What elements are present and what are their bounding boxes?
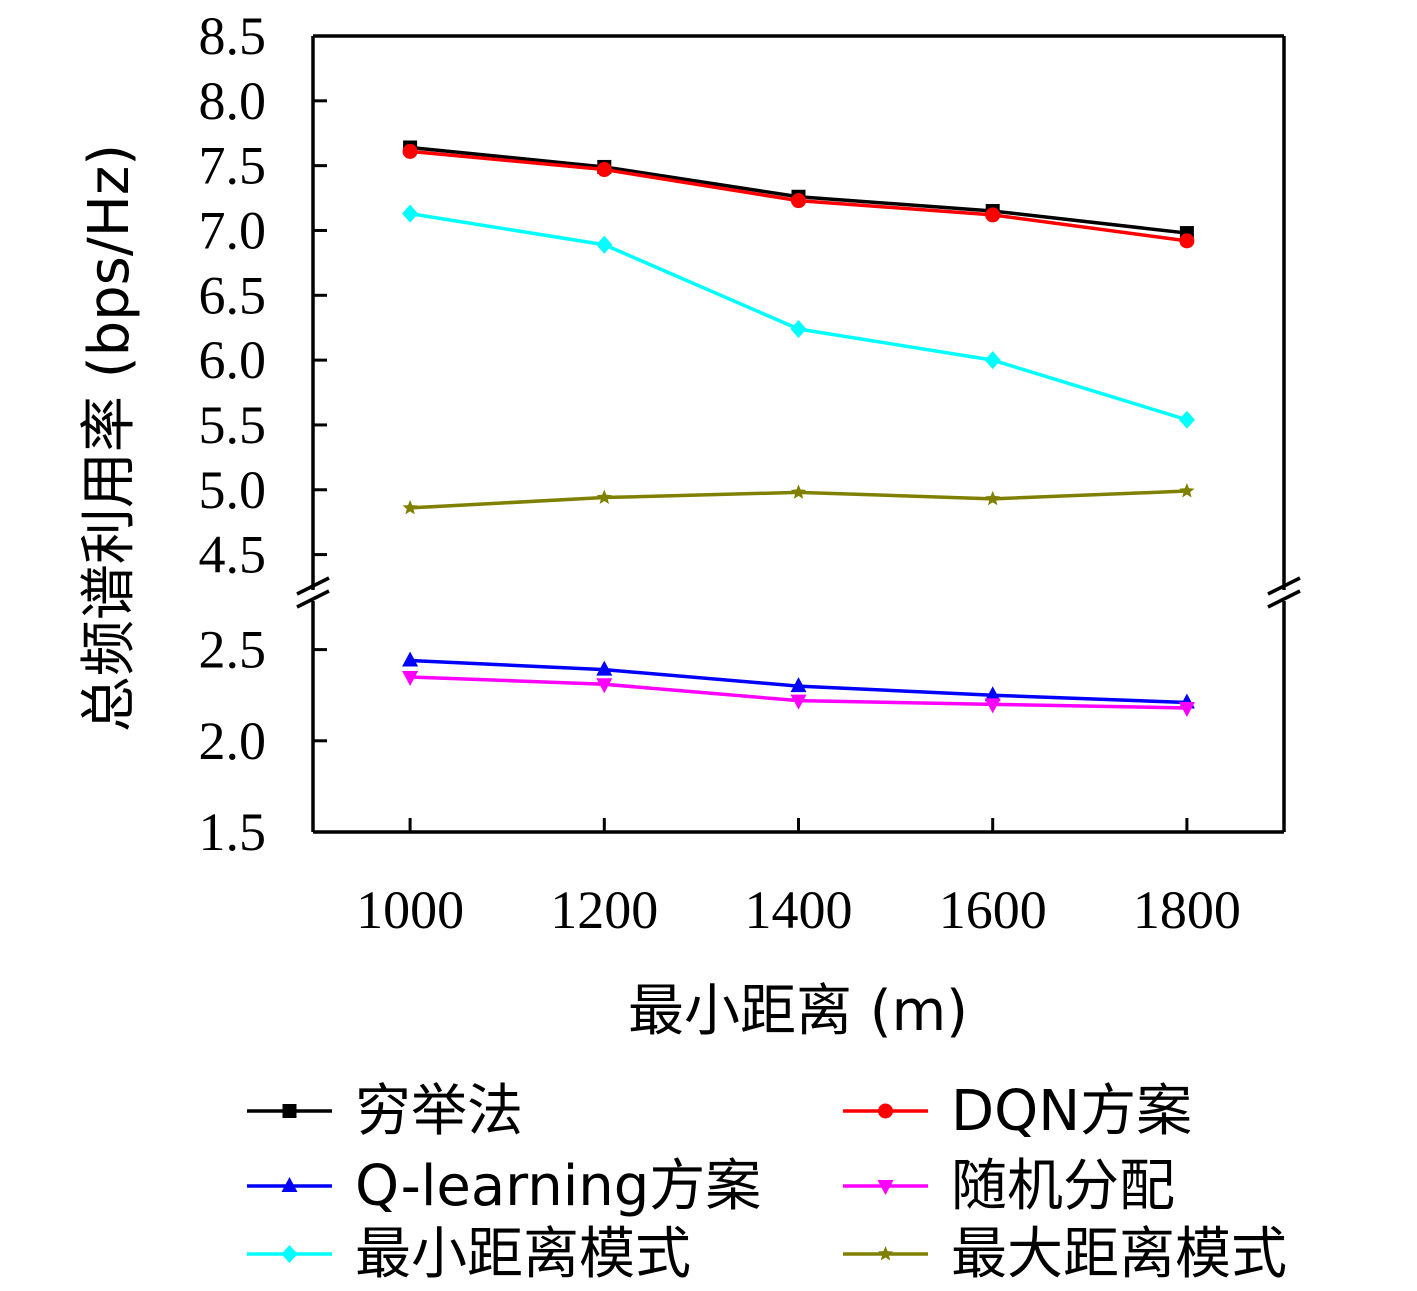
- y-tick-label: 7.0: [199, 200, 267, 260]
- y-tick-label: 5.0: [199, 460, 267, 520]
- series-3: [402, 651, 1195, 709]
- legend-item: 随机分配: [843, 1154, 1175, 1219]
- legend-label: 最小距离模式: [355, 1222, 691, 1287]
- data-point: [596, 660, 613, 676]
- plot-frame: [296, 34, 1301, 834]
- legend-label: 最大距离模式: [951, 1222, 1287, 1287]
- data-point: [402, 143, 418, 159]
- y-tick-label: 8.5: [199, 6, 267, 66]
- legend-marker: [281, 1177, 298, 1192]
- y-axis-title: 总频谱利用率 (bps/Hz): [77, 144, 142, 732]
- data-point: [984, 698, 1001, 714]
- data-point: [596, 162, 612, 178]
- legend-label: 随机分配: [951, 1154, 1175, 1219]
- data-point: [790, 694, 807, 710]
- x-tick-label: 1600: [939, 880, 1047, 940]
- series-5: [402, 204, 1195, 429]
- axis-break-mark: [296, 589, 330, 609]
- data-point: [402, 670, 419, 686]
- legend-marker: [878, 1103, 893, 1119]
- data-point: [984, 351, 1001, 370]
- x-tick-label: 1200: [550, 880, 658, 940]
- legend-item: 最大距离模式: [843, 1222, 1287, 1287]
- data-point: [984, 686, 1001, 702]
- series-2: [402, 143, 1195, 249]
- data-point: [1178, 701, 1195, 717]
- data-point: [596, 489, 612, 505]
- y-tick-label: 4.5: [199, 525, 267, 585]
- data-point: [402, 499, 418, 515]
- legend-item: 最小距离模式: [247, 1222, 691, 1287]
- axis-ticks: 1000 1200 1400 1600 18001.52.02.54.55.05.56.…: [199, 6, 1241, 940]
- legend-item: 穷举法: [247, 1079, 523, 1144]
- series-layer: [402, 140, 1195, 717]
- data-point: [596, 678, 613, 694]
- legend-marker: [877, 1246, 894, 1261]
- legend-label: Q-learning方案: [355, 1154, 761, 1219]
- series-6: [402, 483, 1195, 515]
- y-tick-label: 5.5: [199, 395, 267, 455]
- y-tick-label: 1.5: [199, 802, 267, 862]
- data-point: [1179, 483, 1195, 498]
- data-point: [790, 677, 807, 693]
- series-4: [402, 670, 1195, 717]
- x-tick-label: 1400: [745, 880, 853, 940]
- y-tick-label: 6.5: [199, 265, 267, 325]
- data-point: [791, 193, 806, 209]
- y-tick-label: 2.0: [199, 711, 267, 771]
- legend-label: DQN方案: [951, 1079, 1192, 1144]
- data-point: [402, 651, 419, 667]
- axis-break-mark: [296, 576, 330, 596]
- data-point: [1178, 410, 1195, 429]
- legend-marker: [282, 1104, 297, 1118]
- data-point: [596, 235, 613, 254]
- y-tick-label: 7.5: [199, 136, 267, 196]
- series-line: [409, 211, 1188, 422]
- legend-marker: [281, 1245, 298, 1263]
- x-tick-label: 1800: [1133, 880, 1241, 940]
- x-tick-label: 1000: [356, 880, 464, 940]
- y-tick-label: 8.0: [199, 71, 267, 131]
- data-point: [985, 207, 1001, 223]
- axis-break-mark: [1267, 576, 1301, 596]
- axis-break-mark: [1267, 589, 1301, 609]
- legend-item: DQN方案: [843, 1079, 1192, 1144]
- legend-marker: [877, 1180, 894, 1195]
- data-point: [790, 484, 807, 499]
- y-tick-label: 2.5: [199, 620, 267, 680]
- data-point: [402, 204, 419, 223]
- legend-item: Q-learning方案: [247, 1154, 761, 1219]
- legend-label: 穷举法: [355, 1079, 523, 1144]
- y-tick-label: 6.0: [199, 330, 267, 390]
- data-point: [790, 320, 807, 339]
- x-axis-title: 最小距离 (m): [628, 979, 968, 1044]
- data-point: [1179, 233, 1195, 249]
- data-point: [985, 490, 1001, 506]
